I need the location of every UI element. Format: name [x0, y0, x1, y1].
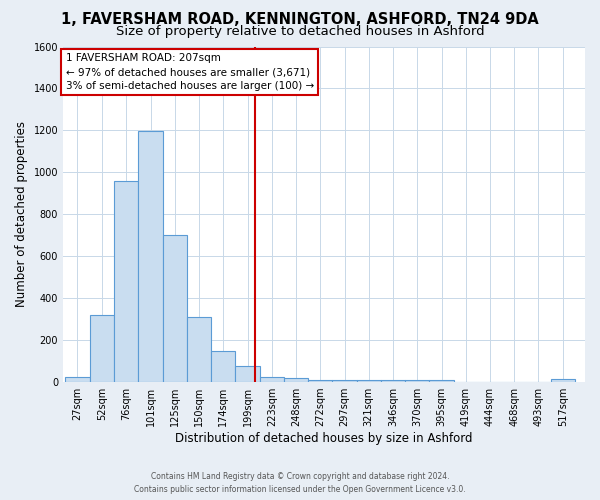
Bar: [308, 380, 332, 382]
Bar: [430, 380, 454, 382]
Text: Contains HM Land Registry data © Crown copyright and database right 2024.
Contai: Contains HM Land Registry data © Crown c…: [134, 472, 466, 494]
Y-axis label: Number of detached properties: Number of detached properties: [15, 122, 28, 308]
Bar: [163, 236, 187, 382]
Text: Size of property relative to detached houses in Ashford: Size of property relative to detached ho…: [116, 25, 484, 38]
Bar: [332, 380, 356, 382]
Bar: [211, 350, 235, 382]
Bar: [187, 317, 211, 382]
Bar: [405, 380, 430, 382]
Bar: [356, 380, 381, 382]
Bar: [114, 180, 138, 382]
Bar: [235, 366, 260, 382]
Bar: [284, 378, 308, 382]
Bar: [551, 379, 575, 382]
Bar: [90, 315, 114, 382]
Bar: [260, 377, 284, 382]
Text: 1, FAVERSHAM ROAD, KENNINGTON, ASHFORD, TN24 9DA: 1, FAVERSHAM ROAD, KENNINGTON, ASHFORD, …: [61, 12, 539, 28]
Text: 1 FAVERSHAM ROAD: 207sqm
← 97% of detached houses are smaller (3,671)
3% of semi: 1 FAVERSHAM ROAD: 207sqm ← 97% of detach…: [65, 53, 314, 91]
Bar: [139, 132, 163, 382]
Bar: [65, 377, 89, 382]
X-axis label: Distribution of detached houses by size in Ashford: Distribution of detached houses by size …: [175, 432, 473, 445]
Bar: [381, 380, 405, 382]
